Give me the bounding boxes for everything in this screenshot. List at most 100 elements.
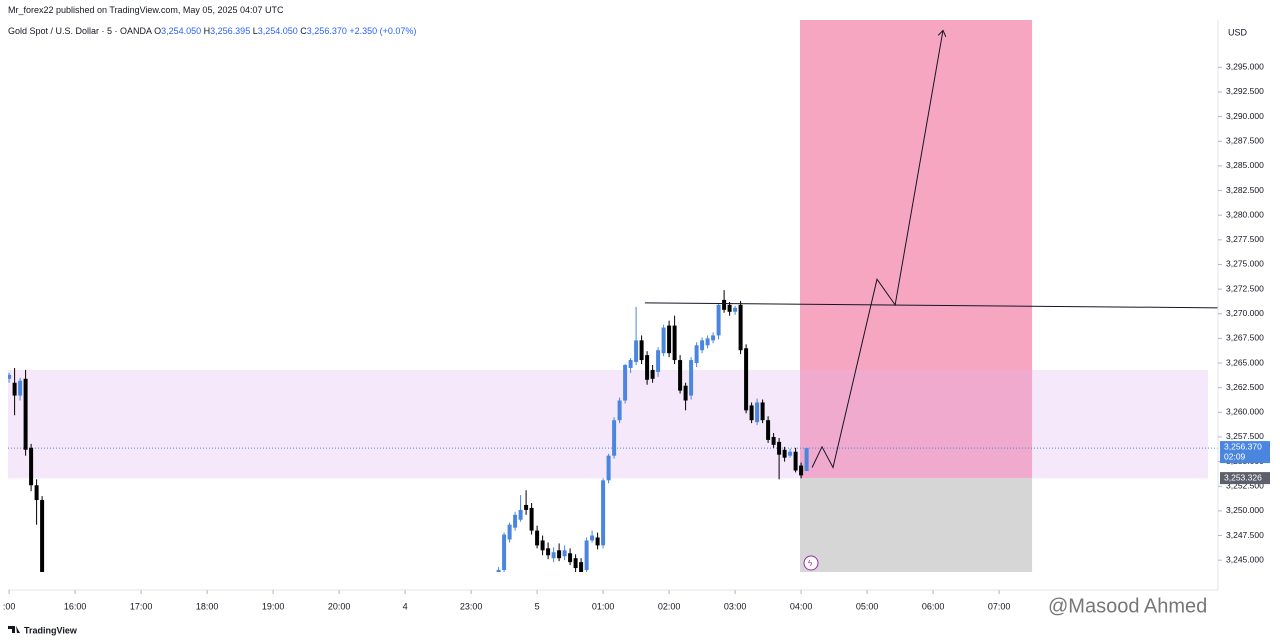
watermark: @Masood Ahmed xyxy=(1048,595,1207,617)
x-tick-label: 19:00 xyxy=(262,601,285,611)
ohlc-value: 3,254.050 xyxy=(161,26,202,36)
candle-body xyxy=(788,451,793,456)
candle-body xyxy=(689,360,694,396)
y-tick-label: 3,262.500 xyxy=(1226,382,1264,392)
candle-body xyxy=(579,562,584,572)
candle-body xyxy=(678,360,683,391)
y-tick-label: 3,260.000 xyxy=(1226,407,1264,417)
candle-body xyxy=(766,420,771,440)
published-line: Mr_forex22 published on TradingView.com,… xyxy=(8,5,284,15)
candle-body xyxy=(700,340,705,351)
y-tick-label: 3,280.000 xyxy=(1226,209,1264,219)
x-tick-label: 01:00 xyxy=(592,601,615,611)
y-tick-label: 3,257.500 xyxy=(1226,431,1264,441)
candle-body xyxy=(557,550,562,559)
x-tick-label: 20:00 xyxy=(328,601,351,611)
candle-body xyxy=(507,524,512,540)
y-tick-label: 3,275.000 xyxy=(1226,259,1264,269)
candle-body xyxy=(755,402,760,423)
y-tick-label: 3,292.500 xyxy=(1226,86,1264,96)
x-tick-label: 07:00 xyxy=(988,601,1011,611)
x-tick-label: 05:00 xyxy=(856,601,879,611)
entry-price-label: 3,253.326 xyxy=(1224,472,1262,482)
candle-body xyxy=(40,500,45,572)
event-icon-glyph: ϟ xyxy=(808,559,813,568)
y-tick-label: 3,247.500 xyxy=(1226,530,1264,540)
candle-body xyxy=(562,550,567,557)
candle-body xyxy=(606,455,611,481)
candle-body xyxy=(623,365,628,401)
plot-area xyxy=(8,20,1218,572)
candle-body xyxy=(727,304,732,312)
y-tick-label: 3,267.500 xyxy=(1226,333,1264,343)
candle-body xyxy=(782,449,787,458)
candle-body xyxy=(23,378,28,450)
candle-body xyxy=(18,380,23,396)
candle-body xyxy=(590,535,595,541)
ohlc-value: 3,256.395 xyxy=(210,26,251,36)
x-tick-label: 23:00 xyxy=(460,601,483,611)
y-tick-label: 3,295.000 xyxy=(1226,62,1264,72)
candle-body xyxy=(496,570,501,572)
candle-body xyxy=(645,355,650,380)
y-tick-label: 3,282.500 xyxy=(1226,185,1264,195)
candle-body xyxy=(513,514,518,528)
y-tick-label: 3,277.500 xyxy=(1226,234,1264,244)
stop-zone xyxy=(800,478,1033,572)
candle-body xyxy=(524,504,529,510)
y-tick-label: 3,290.000 xyxy=(1226,111,1264,121)
currency: USD xyxy=(1228,27,1248,37)
x-tick-label: 4 xyxy=(403,601,408,611)
candle-body xyxy=(749,405,754,421)
y-tick-label: 3,272.500 xyxy=(1226,283,1264,293)
brand: TradingView xyxy=(24,625,78,635)
symbol-legend: Gold Spot / U.S. Dollar · 5 · OANDA O3,2… xyxy=(8,26,416,36)
x-tick-label: 03:00 xyxy=(724,601,747,611)
candle-body xyxy=(34,485,39,501)
candle-body xyxy=(573,558,578,569)
candle-body xyxy=(716,304,721,336)
candle-body xyxy=(771,436,776,445)
candle-body xyxy=(744,348,749,411)
ohlc-key: O xyxy=(154,26,162,36)
x-tick-label: :00 xyxy=(3,601,16,611)
y-tick-label: 3,285.000 xyxy=(1226,160,1264,170)
y-tick-label: 3,287.500 xyxy=(1226,135,1264,145)
y-tick-label: 3,270.000 xyxy=(1226,308,1264,318)
candle-body xyxy=(694,345,699,364)
entry-price-box xyxy=(1220,472,1270,485)
projection-path xyxy=(811,30,943,469)
candle-body xyxy=(617,400,622,421)
ohlc-value: 3,256.370 xyxy=(306,26,347,36)
x-tick-label: 02:00 xyxy=(658,601,681,611)
candle-body xyxy=(804,448,809,471)
candle-body xyxy=(546,548,551,556)
candle-body xyxy=(535,530,540,546)
candle-body xyxy=(529,507,534,531)
candle-body xyxy=(661,327,666,354)
candle-body xyxy=(612,420,617,456)
candle-body xyxy=(672,325,677,361)
x-tick-label: 06:00 xyxy=(922,601,945,611)
trend-line xyxy=(644,302,1218,309)
candle-body xyxy=(634,340,639,363)
candle-body xyxy=(705,338,710,346)
candle-body xyxy=(518,509,523,520)
x-tick-label: 04:00 xyxy=(790,601,813,611)
ohlc-key: C xyxy=(300,26,307,36)
countdown: 02:09 xyxy=(1224,451,1246,461)
symbol: Gold Spot / U.S. Dollar · 5 · OANDA xyxy=(8,26,152,36)
y-tick-label: 3,245.000 xyxy=(1226,554,1264,564)
candle-body xyxy=(722,299,727,310)
candle-body xyxy=(568,553,573,563)
candle-body xyxy=(650,369,655,379)
candle-body xyxy=(793,451,798,471)
candle-body xyxy=(711,335,716,341)
brand-logo xyxy=(8,626,20,633)
change: +2.350 (+0.07%) xyxy=(349,26,417,36)
candle-body xyxy=(656,350,661,372)
y-tick-label: 3,252.500 xyxy=(1226,480,1264,490)
ohlc-value: 3,254.050 xyxy=(257,26,298,36)
